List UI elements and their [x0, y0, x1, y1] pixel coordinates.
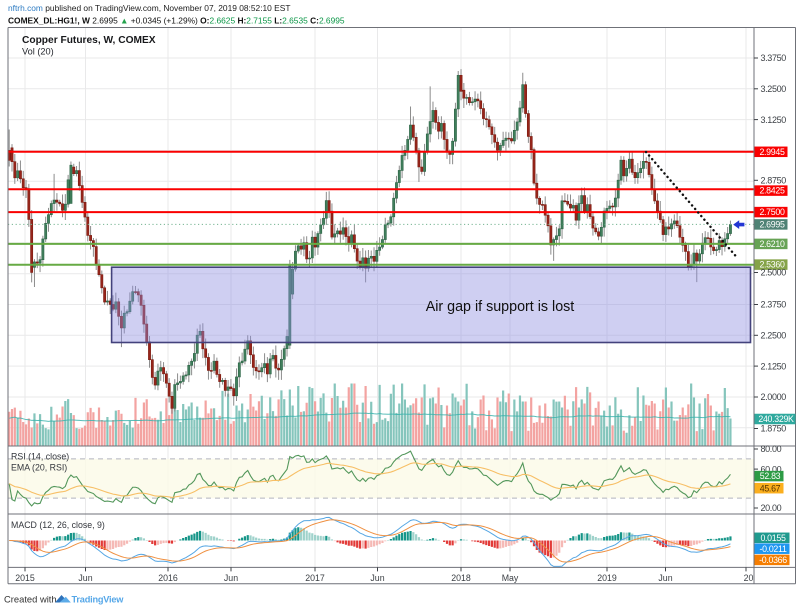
svg-text:2019: 2019: [597, 573, 617, 583]
svg-text:2.5360: 2.5360: [759, 260, 785, 270]
svg-text:2.7500: 2.7500: [759, 207, 785, 217]
svg-text:2.8425: 2.8425: [759, 186, 785, 196]
svg-text:20: 20: [744, 573, 754, 583]
svg-text:2.0000: 2.0000: [761, 392, 787, 402]
svg-text:-0.0211: -0.0211: [759, 544, 786, 554]
svg-text:80.00: 80.00: [761, 444, 782, 454]
svg-text:3.1250: 3.1250: [761, 115, 787, 125]
svg-text:2015: 2015: [15, 573, 35, 583]
svg-text:60.00: 60.00: [761, 464, 782, 474]
svg-text:2017: 2017: [305, 573, 325, 583]
svg-text:MACD (12, 26, close, 9): MACD (12, 26, close, 9): [11, 520, 105, 530]
svg-text:45.67: 45.67: [760, 483, 781, 493]
svg-text:Jun: Jun: [224, 573, 238, 583]
svg-text:RSI (14, close): RSI (14, close): [11, 452, 69, 462]
svg-text:2.6995: 2.6995: [759, 220, 785, 230]
svg-text:Jun: Jun: [658, 573, 672, 583]
svg-text:3.3750: 3.3750: [761, 53, 787, 63]
svg-text:2.1250: 2.1250: [761, 361, 787, 371]
svg-text:0.0155: 0.0155: [760, 533, 786, 543]
svg-text:-0.0366: -0.0366: [759, 555, 787, 565]
svg-text:240.329K: 240.329K: [758, 414, 794, 424]
svg-text:Air gap if support is lost: Air gap if support is lost: [426, 299, 575, 315]
svg-text:May: May: [502, 573, 519, 583]
svg-text:20.00: 20.00: [761, 503, 782, 513]
svg-text:2.9945: 2.9945: [759, 147, 785, 157]
svg-text:Vol (20): Vol (20): [22, 47, 54, 57]
svg-text:2016: 2016: [158, 573, 178, 583]
svg-text:Copper Futures, W, COMEX: Copper Futures, W, COMEX: [22, 35, 156, 46]
svg-text:2.5000: 2.5000: [761, 268, 787, 278]
svg-text:EMA (20, RSI): EMA (20, RSI): [11, 463, 67, 473]
svg-text:2.3750: 2.3750: [761, 300, 787, 310]
svg-text:2.2500: 2.2500: [761, 331, 787, 341]
svg-text:Jun: Jun: [370, 573, 384, 583]
svg-text:COMEX_DL:HG1!, W 2.6995 ▲ +0.: COMEX_DL:HG1!, W 2.6995 ▲ +0.0345 (+1.29…: [8, 16, 345, 26]
svg-text:2.8750: 2.8750: [761, 176, 787, 186]
svg-text:TradingView: TradingView: [72, 595, 125, 605]
svg-text:Jun: Jun: [78, 573, 92, 583]
svg-text:2.6210: 2.6210: [759, 239, 785, 249]
svg-text:nftrh.com published on Trading: nftrh.com published on TradingView.com, …: [8, 3, 290, 13]
svg-text:2018: 2018: [451, 573, 471, 583]
svg-text:3.2500: 3.2500: [761, 84, 787, 94]
svg-text:52.83: 52.83: [760, 471, 781, 481]
svg-text:Created with: Created with: [4, 594, 57, 605]
svg-text:1.8750: 1.8750: [761, 424, 787, 434]
